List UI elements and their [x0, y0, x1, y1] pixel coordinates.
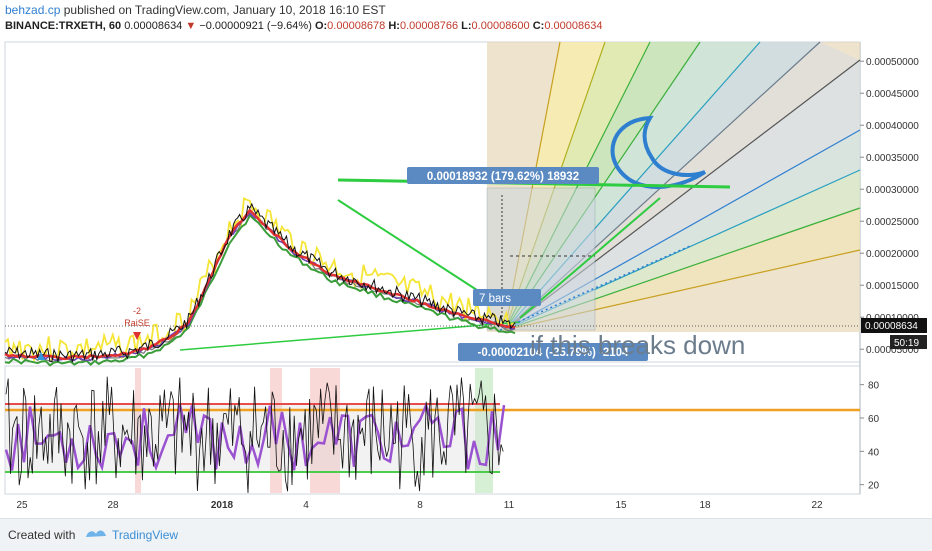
measure-box	[486, 187, 596, 331]
low-value: 0.00008600	[471, 20, 530, 32]
last-price: 0.00008634	[124, 20, 183, 32]
bars-label: 7 bars	[479, 293, 511, 305]
change-arrow-icon: ▼	[185, 20, 197, 32]
bars-box	[473, 289, 541, 306]
support-trendline	[179, 321, 521, 351]
breaks-text: if this breaks down	[530, 330, 745, 360]
open-label: O:	[314, 20, 328, 32]
price-tick-label: 0.00050000	[866, 57, 919, 68]
symbol-header: BINANCE:TRXETH, 60 0.00008634 ▼ −0.00000…	[5, 20, 602, 32]
time-tick-label: 2018	[211, 500, 234, 511]
projection-line	[519, 197, 661, 319]
raise-label: RaiSE	[124, 318, 150, 328]
time-tick-label: 25	[16, 500, 28, 511]
symbol-label: BINANCE:TRXETH, 60	[5, 20, 122, 32]
countdown-label: 50:19	[894, 338, 919, 349]
price-axis: 0.000050000.000100000.000150000.00020000…	[860, 57, 919, 356]
current-price-tag	[861, 318, 927, 333]
oscillator-axis: 20 40 60 80	[860, 381, 880, 492]
measure-down-label: -0.00002104 (-25.79%) -2104	[478, 347, 629, 359]
price-tick-label: 0.00005000	[866, 345, 919, 356]
created-with-label: Created with	[8, 528, 76, 542]
time-axis: 25 28 2018 4 8 11 15 18 22	[16, 500, 823, 511]
change-value: −0.00000921 (−9.64%)	[199, 20, 312, 32]
open-value: 0.00008678	[327, 20, 386, 32]
price-tick-label: 0.00030000	[866, 185, 919, 196]
osc-highlight-2	[270, 368, 282, 493]
chart-canvas[interactable]: 0.00018932 (179.62%) 18932 7 bars -0.000…	[0, 0, 932, 518]
time-tick-label: 15	[615, 500, 627, 511]
time-tick-label: 4	[303, 500, 309, 511]
price-tick-label: 0.00040000	[866, 121, 919, 132]
author-link[interactable]: behzad.cp	[5, 3, 61, 17]
osc-black-line	[5, 376, 504, 494]
price-line	[4, 202, 516, 363]
buy-arrow-icon	[37, 352, 45, 360]
time-tick-label: 28	[107, 500, 119, 511]
tradingview-brand-link[interactable]: TradingView	[112, 528, 179, 542]
sell-arrow-icon	[133, 332, 141, 340]
price-tick-label: 0.00035000	[866, 153, 919, 164]
measure-down-box	[458, 343, 648, 361]
measure-up-box	[407, 167, 599, 184]
red-ma-line	[4, 208, 516, 361]
time-tick-label: 11	[504, 500, 515, 511]
published-text: published on TradingView.com, January 10…	[63, 3, 386, 17]
descending-trendline	[337, 199, 481, 293]
raise-minus: -2	[133, 306, 141, 316]
high-label: H:	[388, 20, 400, 32]
low-label: L:	[461, 20, 472, 32]
measure-up-label: 0.00018932 (179.62%) 18932	[427, 171, 579, 183]
price-tick-label: 0.00045000	[866, 89, 919, 100]
current-price-tag-label: 0.00008634	[865, 321, 918, 332]
osc-tick-label: 40	[868, 447, 880, 458]
countdown-tag	[890, 335, 927, 349]
time-tick-label: 8	[417, 500, 423, 511]
tradingview-logo-icon	[86, 530, 106, 537]
price-tick-label: 0.00015000	[866, 281, 919, 292]
close-label: C:	[532, 20, 545, 32]
osc-tick-label: 60	[868, 414, 880, 425]
osc-tick-label: 80	[868, 381, 880, 392]
high-value: 0.00008766	[399, 20, 459, 32]
time-tick-label: 18	[699, 500, 711, 511]
time-tick-label: 22	[811, 500, 823, 511]
osc-tick-label: 20	[868, 481, 880, 492]
price-tick-label: 0.00020000	[866, 249, 919, 260]
price-tick-label: 0.00025000	[866, 217, 919, 228]
moon-drawing	[610, 115, 707, 189]
green-ma-line	[4, 213, 516, 367]
close-value: 0.00008634	[544, 20, 603, 32]
footer: Created with TradingView	[0, 518, 932, 551]
osc-highlight-3	[135, 368, 141, 493]
publish-header: behzad.cp published on TradingView.com, …	[5, 3, 386, 17]
osc-purple-line	[4, 401, 506, 472]
